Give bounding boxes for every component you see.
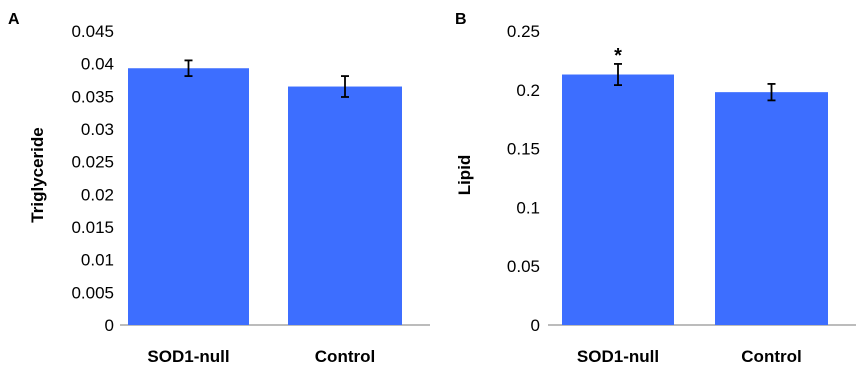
panel-label-b: B (455, 11, 467, 28)
category-labels-b: SOD1-null Control (577, 347, 802, 366)
y-tick-label: 0.01 (81, 251, 114, 270)
significance-marker: * (614, 45, 622, 67)
error-bar (341, 75, 349, 98)
y-tick-label: 0.1 (516, 198, 540, 217)
y-tick-label: 0.005 (71, 283, 114, 302)
panel-label-a: A (8, 11, 20, 28)
y-tick-label: 0.02 (81, 185, 114, 204)
y-axis-label-b: Lipid (455, 155, 474, 196)
bar-sod1-null (562, 74, 674, 326)
bars-b: * (562, 45, 828, 326)
error-bar (767, 83, 776, 102)
y-axis-label-a: Triglyceride (28, 127, 47, 222)
y-tick-label: 0.03 (81, 120, 114, 139)
y-tick-label: 0.2 (516, 81, 540, 100)
category-label: Control (315, 347, 375, 366)
error-bar (614, 63, 622, 86)
y-tick-label: 0.25 (507, 22, 540, 41)
y-ticks-b: 0 0.05 0.1 0.15 0.2 0.25 (507, 22, 540, 335)
y-tick-label: 0 (105, 316, 114, 335)
y-tick-label: 0.05 (507, 257, 540, 276)
category-label: SOD1-null (577, 347, 659, 366)
y-tick-label: 0.015 (71, 218, 114, 237)
bar-sod1-null (128, 68, 249, 326)
y-tick-label: 0.025 (71, 153, 114, 172)
bar-control (288, 86, 402, 326)
y-ticks-a: 0 0.005 0.01 0.015 0.02 0.025 0.03 0.035 0.04 0.0… (71, 22, 114, 335)
y-tick-label: 0.035 (71, 87, 114, 106)
category-labels-a: SOD1-null Control (147, 347, 375, 366)
bar-control (715, 92, 828, 325)
chart-panel-a: A Triglyceride 00.0050.010.0150.020.0250… (8, 11, 430, 366)
y-tick-label: 0.045 (71, 22, 114, 41)
y-tick-label: 0.04 (81, 55, 114, 74)
error-bar (184, 59, 193, 77)
category-label: SOD1-null (147, 347, 229, 366)
bars-a (128, 59, 402, 326)
y-tick-label: 0.15 (507, 140, 540, 159)
category-label: Control (741, 347, 801, 366)
y-tick-label: 0 (531, 316, 540, 335)
chart-panel-b: B Lipid 0 0.05 0.1 0.15 0.2 0.25 * SOD1-null C… (455, 11, 856, 366)
